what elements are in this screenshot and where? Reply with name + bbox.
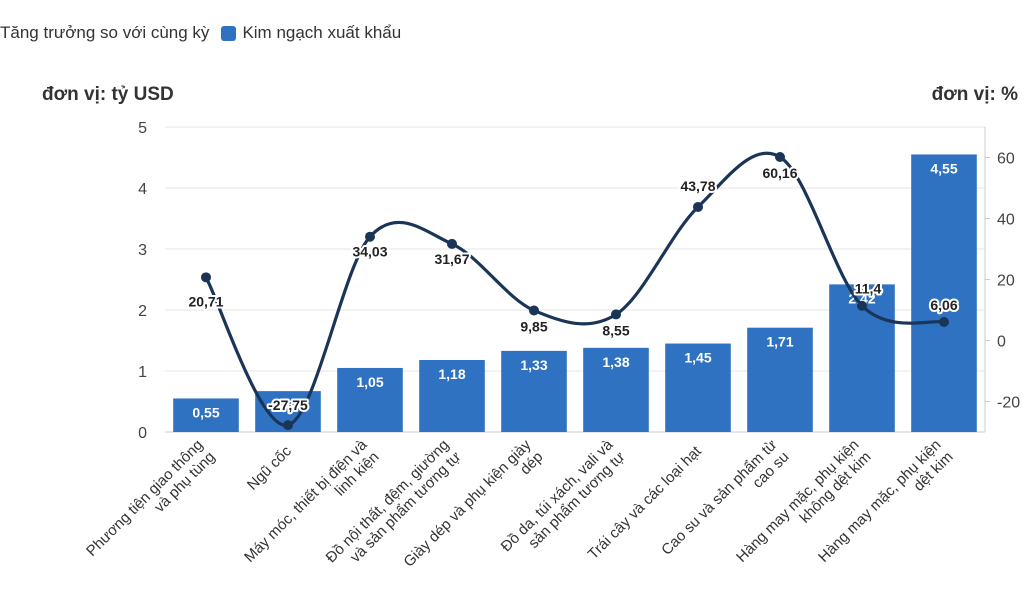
growth-point: [611, 309, 621, 320]
bar: [911, 154, 977, 432]
right-axis-unit-label: đơn vị: %: [931, 84, 1018, 105]
growth-value-label: -27,75: [268, 397, 308, 413]
growth-value-label: 9,85: [520, 318, 547, 334]
right-axis-tick: -20: [997, 395, 1020, 412]
left-axis-tick: 0: [138, 425, 147, 442]
bar-value-label: 1,18: [438, 366, 465, 382]
bar: [501, 350, 567, 432]
growth-value-label: 11,4: [855, 281, 882, 297]
category-label-line: Ngũ cốc: [244, 442, 295, 493]
bar-value-label: 1,33: [520, 357, 547, 373]
category-label: Phương tiện giao thôngvà phụ tùng: [83, 436, 218, 571]
growth-value-label: 43,78: [680, 178, 715, 194]
bar: [747, 327, 813, 432]
legend-swatch-export: [221, 25, 237, 41]
bar: [337, 367, 403, 432]
left-axis-unit-label: đơn vị: tỷ USD: [42, 84, 174, 105]
legend-label-growth: Tăng trưởng so với cùng kỳ: [0, 23, 210, 42]
bar: [173, 398, 239, 432]
bar: [419, 360, 485, 432]
bar-value-label: 2,42: [848, 290, 875, 306]
growth-point: [201, 272, 211, 283]
growth-point: [283, 420, 293, 431]
left-axis-tick: 1: [138, 364, 147, 381]
growth-value-label: 31,67: [434, 251, 469, 267]
growth-value-label: 60,16: [762, 165, 797, 181]
legend-item-export[interactable]: Kim ngạch xuất khẩu: [221, 23, 401, 43]
bar: [665, 343, 731, 432]
growth-value-label: 6,06: [930, 297, 957, 313]
right-axis-tick: 0: [997, 334, 1006, 351]
legend-label-export: Kim ngạch xuất khẩu: [242, 23, 402, 42]
growth-point: [939, 317, 949, 328]
bar-value-label: 1,71: [766, 334, 793, 350]
right-axis-tick: 60: [997, 151, 1015, 168]
growth-point: [693, 201, 703, 212]
growth-line: [204, 151, 945, 427]
left-axis-tick: 2: [138, 303, 147, 320]
category-label: Ngũ cốc: [244, 442, 295, 493]
left-axis-tick: 3: [138, 242, 147, 259]
bar-value-label: 1,05: [356, 374, 383, 390]
bar-value-label: 1,38: [602, 354, 629, 370]
chart-legend: Tăng trưởng so với cùng kỳ Kim ngạch xuấ…: [0, 20, 413, 46]
growth-point: [529, 305, 539, 316]
bar-value-label: 1,45: [684, 350, 711, 366]
right-axis-tick: 20: [997, 273, 1015, 290]
left-axis-tick: 4: [138, 181, 147, 198]
right-axis-tick: 40: [997, 212, 1015, 229]
growth-point: [857, 300, 867, 311]
bar-value-label: 4,55: [930, 160, 957, 176]
growth-value-label: 20,71: [188, 293, 223, 309]
growth-point: [447, 238, 457, 249]
category-label-line: Phương tiện giao thông: [83, 436, 206, 559]
left-axis-tick: 5: [138, 120, 147, 137]
legend-item-growth[interactable]: Tăng trưởng so với cùng kỳ: [0, 23, 209, 43]
growth-value-label: 34,03: [352, 244, 387, 260]
growth-point: [775, 152, 785, 163]
bar: [583, 347, 649, 432]
bar-value-label: 0,55: [192, 404, 219, 420]
growth-value-label: 8,55: [602, 322, 629, 338]
growth-point: [365, 231, 375, 242]
bar-value-label: 0,67: [274, 397, 301, 413]
